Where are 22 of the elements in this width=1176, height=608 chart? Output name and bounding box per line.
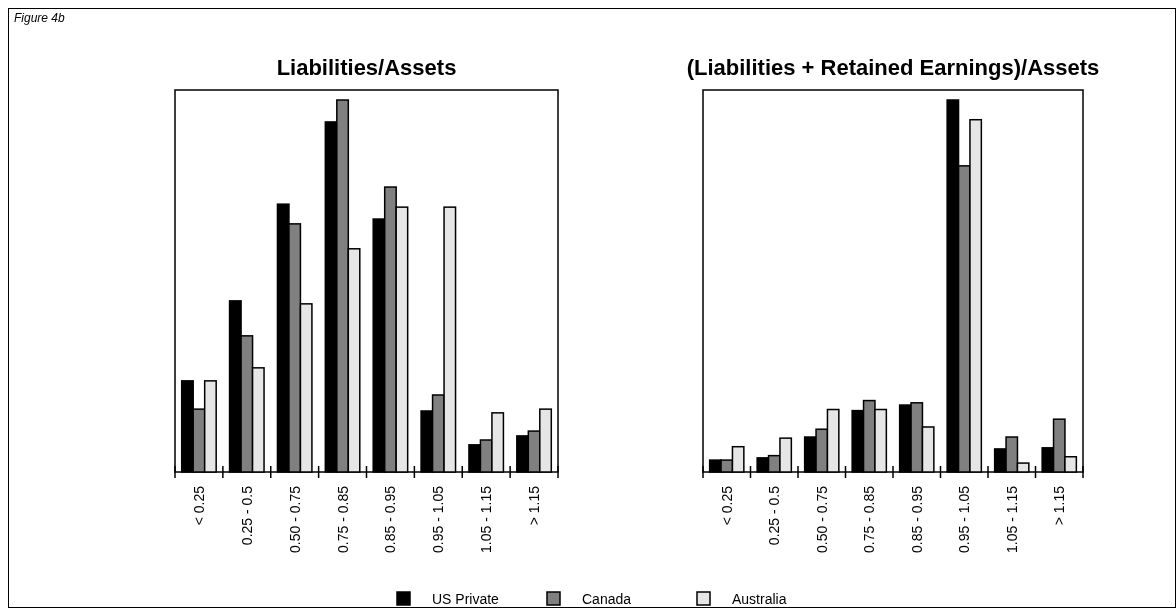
x-tick-label: 0.50 - 0.75 — [286, 485, 303, 553]
x-tick-label: > 1.15 — [1051, 485, 1068, 526]
x-tick-label: 0.25 - 0.5 — [766, 485, 783, 546]
x-tick-label: 0.85 - 0.95 — [382, 485, 399, 553]
x-tick-label: 0.75 - 0.85 — [334, 485, 351, 553]
x-tick-label: 1.05 - 1.15 — [478, 485, 495, 553]
chart-title: (Liabilities + Retained Earnings)/Assets — [686, 55, 1100, 80]
legend-label: US Private — [432, 591, 500, 607]
x-tick-label: 0.85 - 0.95 — [908, 485, 925, 553]
x-tick-label: 0.75 - 0.85 — [861, 485, 878, 553]
x-tick-label: 0.95 - 1.05 — [430, 485, 447, 553]
chart-title: Liabilities/Assets — [276, 55, 457, 80]
legend-label: Canada — [582, 591, 632, 607]
legend-label: Australia — [732, 591, 787, 607]
x-tick-label: 0.25 - 0.5 — [238, 485, 255, 546]
x-tick-label: 1.05 - 1.15 — [1003, 485, 1020, 553]
x-tick-label: 0.95 - 1.05 — [956, 485, 973, 553]
x-tick-label: < 0.25 — [718, 485, 735, 526]
x-tick-label: < 0.25 — [190, 485, 207, 526]
caption: Figure 4b — [14, 11, 66, 25]
x-tick-label: 0.50 - 0.75 — [813, 485, 830, 553]
x-tick-label: > 1.15 — [526, 485, 543, 526]
